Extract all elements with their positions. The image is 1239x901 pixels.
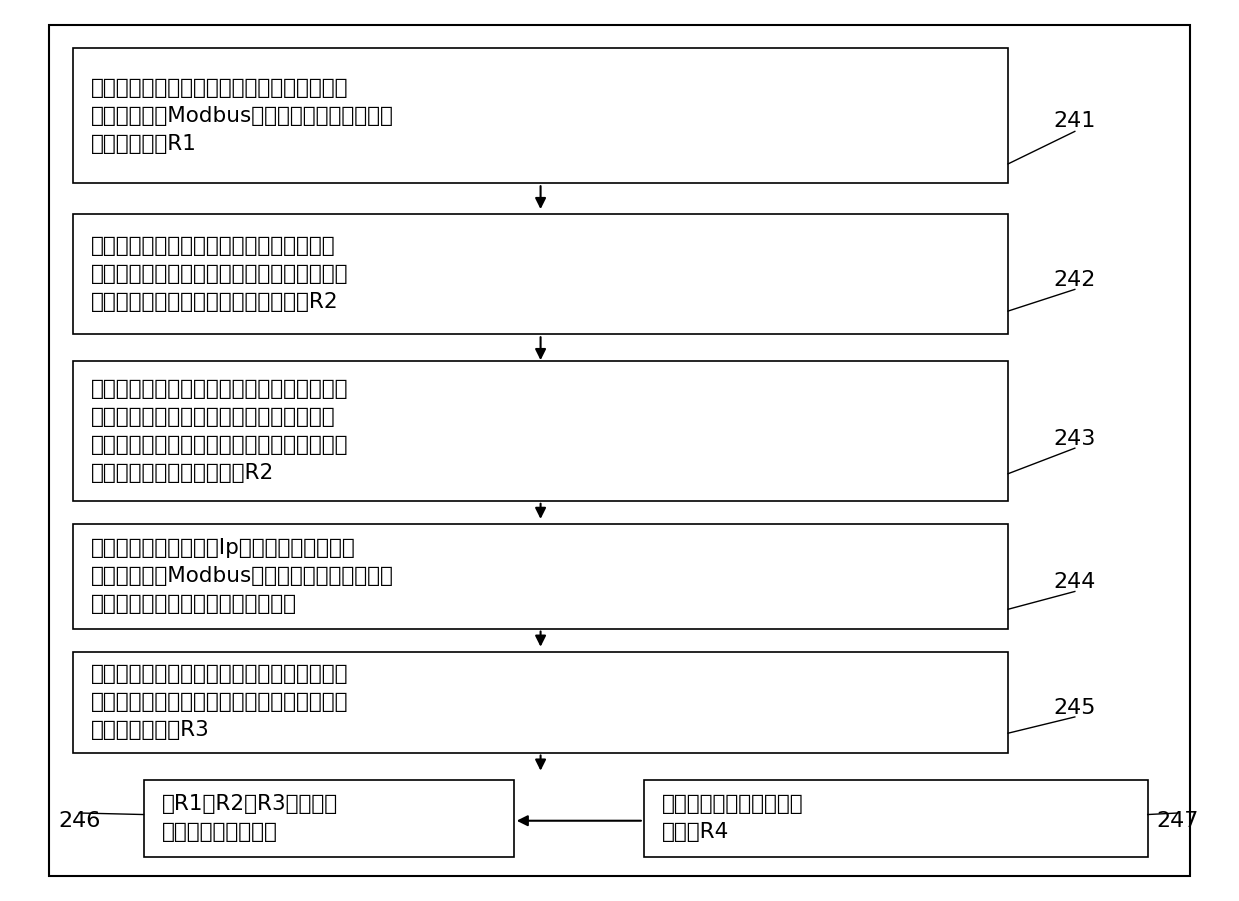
Text: 246: 246 bbox=[58, 811, 100, 831]
Text: 将R1、R2、R3作为正常
规则存放到数据库中: 将R1、R2、R3作为正常 规则存放到数据库中 bbox=[162, 795, 338, 842]
Text: 247: 247 bbox=[1157, 811, 1199, 831]
Bar bbox=[144, 779, 514, 857]
Text: 将解析数据包按照请求和响应数据包两两分
对，计算请求和响应数据包之间的时间间隔范
围，作为请求和响应数据包之间的规则R2: 将解析数据包按照请求和响应数据包两两分 对，计算请求和响应数据包之间的时间间隔范… bbox=[92, 236, 349, 313]
Bar bbox=[73, 48, 1009, 183]
Text: 对分类数据包的周期特性进行分析，将周期特
性和数据包中每个字段值的变化规律作为分类
后数据包的规则R3: 对分类数据包的周期特性进行分析，将周期特 性和数据包中每个字段值的变化规律作为分… bbox=[92, 664, 349, 741]
Text: 241: 241 bbox=[1053, 112, 1097, 132]
Bar bbox=[73, 652, 1009, 752]
Text: 244: 244 bbox=[1053, 572, 1097, 592]
Bar bbox=[73, 524, 1009, 629]
Text: 将请求和响应数据包之间事务处理标识符、协
议标识符、功能码、线圈或寄存器的起始位
置，以及数量这几个特征字段值相同，添加到
请求和响应数据包间的规则R2: 将请求和响应数据包之间事务处理标识符、协 议标识符、功能码、线圈或寄存器的起始位… bbox=[92, 379, 349, 483]
Bar bbox=[73, 361, 1009, 501]
Text: 245: 245 bbox=[1053, 697, 1097, 718]
Text: 向数据库中添加异常特征
的规则R4: 向数据库中添加异常特征 的规则R4 bbox=[662, 795, 804, 842]
Text: 规则生成模块接收所有的解析数据包，将序列
号、应答号和Modbus报文长度的关系作为整体
数据包的规则R1: 规则生成模块接收所有的解析数据包，将序列 号、应答号和Modbus报文长度的关系… bbox=[92, 77, 394, 153]
Bar bbox=[644, 779, 1147, 857]
Text: 243: 243 bbox=[1053, 429, 1097, 449]
Text: 242: 242 bbox=[1053, 270, 1097, 290]
Text: 将数据包按照源和目的Ip、源和目的端口号、
数据的长度、Modbus功能码、线圈或寄存器的
起始地址以及数量进行数据包的分类: 将数据包按照源和目的Ip、源和目的端口号、 数据的长度、Modbus功能码、线圈… bbox=[92, 539, 394, 614]
Bar bbox=[73, 214, 1009, 334]
